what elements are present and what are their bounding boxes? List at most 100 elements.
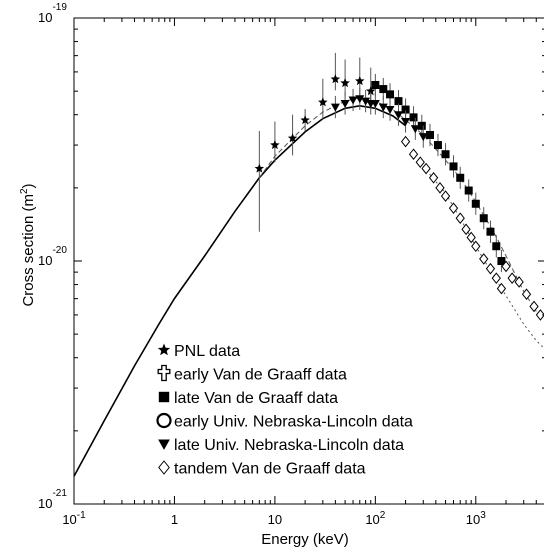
x-tick-label: 103 xyxy=(466,510,486,527)
late-van-de-graaff-data-point xyxy=(379,85,388,94)
late-van-de-graaff-data-point xyxy=(433,141,442,150)
legend-label-late-van-de-graaff-data: late Van de Graaff data xyxy=(174,390,338,407)
legend: PNL data early Van de Graaff data late Van… xyxy=(156,343,413,478)
pnl-data-point xyxy=(355,76,365,86)
tandem-van-de-graaff-data-point xyxy=(496,282,507,295)
tandem-van-de-graaff-data-point xyxy=(491,272,501,284)
y-tick-base: 10 xyxy=(38,496,52,511)
late-van-de-graaff-data-point xyxy=(386,90,395,99)
tandem-van-de-graaff-data-point xyxy=(514,276,524,288)
legend-marker-late-univ-nebraska-lincoln-data xyxy=(158,439,170,450)
legend-marker-early-univ-nebraska-lincoln-data xyxy=(156,412,172,429)
x-tick-base: 10 xyxy=(365,512,379,527)
tandem-van-de-graaff-data-point xyxy=(466,231,476,244)
fit-curves xyxy=(73,97,544,477)
tandem-van-de-graaff-data-point xyxy=(448,202,459,214)
y-tick-exp: -21 xyxy=(52,488,67,499)
late-van-de-graaff-data-point xyxy=(417,121,426,130)
late-van-de-graaff-data-point xyxy=(471,199,480,208)
legend-label-early-van-de-graaff-data: early Van de Graaff data xyxy=(174,367,347,384)
late-van-de-graaff-data-point xyxy=(401,105,410,114)
y-axis-label-close: ) xyxy=(20,183,37,188)
legend-label-pnl-data: PNL data xyxy=(174,343,240,360)
legend-marker-early-van-de-graaff-data-shape xyxy=(157,364,171,382)
x-tick-base: 10 xyxy=(62,512,76,527)
fit-curve-dotted xyxy=(422,166,544,349)
tandem-van-de-graaff-data-point xyxy=(415,156,425,169)
fit-curve-dashed xyxy=(258,97,537,312)
x-tick-exp: 3 xyxy=(480,510,486,521)
y-tick-label: 10-21 xyxy=(38,488,67,511)
late-van-de-graaff-data-point xyxy=(492,242,501,251)
tandem-van-de-graaff-data-point xyxy=(408,148,419,161)
legend-marker-tandem-van-de-graaff-data xyxy=(158,460,170,475)
pnl-data-point xyxy=(340,78,350,88)
late-univ-nebraska-lincoln-data-point xyxy=(393,111,403,120)
y-tick-label: 10-19 xyxy=(38,2,67,25)
y-axis-label-sup: 2 xyxy=(19,188,30,194)
pnl-data-point xyxy=(365,86,376,96)
y-tick-exp: -19 xyxy=(52,2,67,13)
legend-label-late-univ-nebraska-lincoln-data: late Univ. Nebraska-Lincoln data xyxy=(174,437,404,454)
late-univ-nebraska-lincoln-data-point xyxy=(418,133,428,142)
x-tick-label: 102 xyxy=(365,510,385,527)
legend-marker-pnl-data xyxy=(157,343,171,356)
late-van-de-graaff-data-point xyxy=(394,97,403,106)
tandem-van-de-graaff-data-point xyxy=(535,309,544,321)
x-tick-base: 10 xyxy=(466,512,480,527)
tandem-van-de-graaff-data-point xyxy=(440,190,451,202)
pnl-data-point xyxy=(287,133,298,143)
tandem-van-de-graaff-data-point xyxy=(400,135,411,148)
x-tick-label: 10 xyxy=(268,512,282,527)
y-tick-base: 10 xyxy=(38,10,52,25)
tandem-van-de-graaff-data-point xyxy=(461,223,471,236)
late-univ-nebraska-lincoln-data-point xyxy=(401,118,411,127)
pnl-data-point xyxy=(318,97,328,107)
late-van-de-graaff-data-point xyxy=(441,150,450,159)
late-univ-nebraska-lincoln-data-point xyxy=(370,99,380,108)
late-univ-nebraska-lincoln-data-point xyxy=(378,103,388,112)
tandem-van-de-graaff-data-point xyxy=(501,260,511,273)
pnl-data-point xyxy=(254,163,265,173)
tandem-van-de-graaff-data-point xyxy=(421,162,431,175)
tandem-van-de-graaff-data-point xyxy=(455,212,465,225)
late-univ-nebraska-lincoln-data-point xyxy=(348,96,358,105)
tandem-van-de-graaff-data-point xyxy=(507,272,517,284)
pnl-data-point xyxy=(300,115,310,125)
y-axis-label-main: Cross section (m xyxy=(20,194,37,307)
x-tick-label: 1 xyxy=(171,512,178,527)
tandem-van-de-graaff-data-point xyxy=(529,300,539,313)
tandem-van-de-graaff-data-point xyxy=(435,182,445,194)
pnl-data-point xyxy=(330,74,341,84)
plot-frame xyxy=(73,17,544,505)
late-van-de-graaff-data-point xyxy=(464,186,473,195)
pnl-data-point xyxy=(270,140,280,150)
late-univ-nebraska-lincoln-data-point xyxy=(355,95,365,104)
late-univ-nebraska-lincoln-data-point xyxy=(330,103,340,112)
tandem-van-de-graaff-data-point xyxy=(485,262,496,275)
late-van-de-graaff-data-point xyxy=(449,162,458,171)
y-tick-label: 10-20 xyxy=(38,245,67,268)
legend-marker-early-van-de-graaff-data xyxy=(157,364,171,382)
fit-curve-solid xyxy=(73,104,407,477)
late-van-de-graaff-data-point xyxy=(425,131,434,140)
x-axis-ticks: 10-1 1 10 102 103 xyxy=(62,18,537,527)
x-axis-label: Energy (keV) xyxy=(261,531,349,548)
x-tick-exp: 2 xyxy=(380,510,386,521)
data-points xyxy=(254,52,544,321)
legend-label-early-univ-nebraska-lincoln-data: early Univ. Nebraska-Lincoln data xyxy=(174,414,413,431)
x-tick-base: 10 xyxy=(268,512,282,527)
late-van-de-graaff-data-point xyxy=(486,227,495,236)
tandem-van-de-graaff-data-point xyxy=(521,288,532,301)
late-van-de-graaff-data-point xyxy=(497,257,506,265)
tandem-van-de-graaff-data-point xyxy=(428,171,439,184)
x-tick-label: 10-1 xyxy=(62,510,86,527)
late-van-de-graaff-data-point xyxy=(371,81,380,90)
late-univ-nebraska-lincoln-data-point xyxy=(410,125,420,134)
tandem-van-de-graaff-data-point xyxy=(471,240,481,253)
tandem-van-de-graaff-data-point xyxy=(479,253,489,265)
legend-label-tandem-van-de-graaff-data: tandem Van de Graaff data xyxy=(174,461,366,478)
late-van-de-graaff-data-point xyxy=(409,113,418,122)
